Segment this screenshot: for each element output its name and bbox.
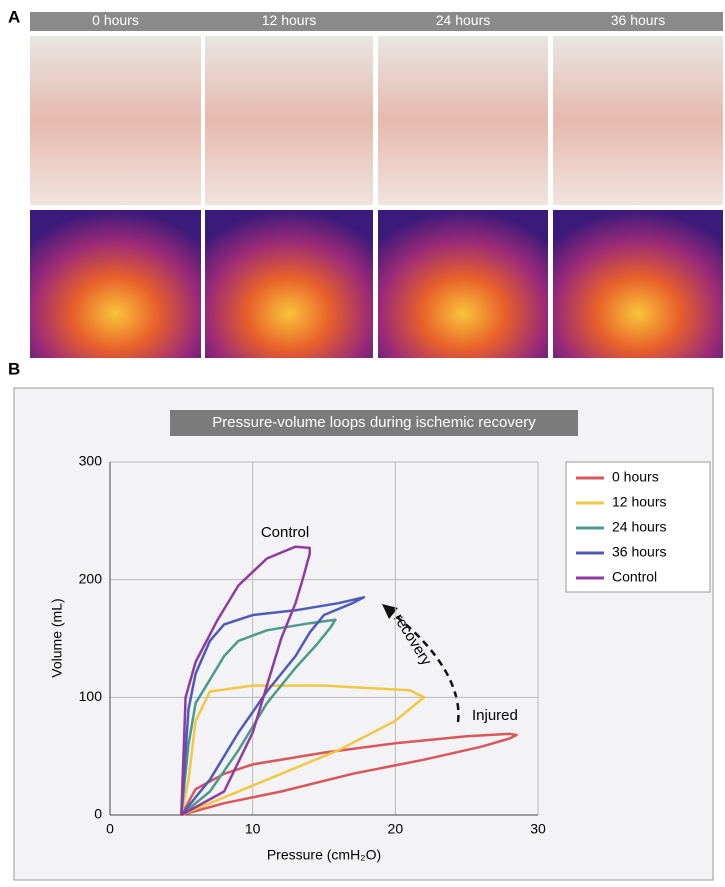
- pv-loop: [180, 618, 337, 816]
- thermal-photo: [378, 210, 548, 358]
- y-tick-label: 300: [79, 453, 103, 469]
- x-tick-label: 10: [245, 821, 261, 837]
- panel-label: A: [8, 7, 20, 26]
- legend-label: 12 hours: [612, 494, 666, 510]
- y-axis-label: Volume (mL): [49, 598, 65, 677]
- panel-a: 0 hours 12 hours 24 hours 36 hours: [30, 12, 723, 358]
- panel-label: B: [8, 359, 20, 378]
- pv-loop: [180, 545, 311, 817]
- lung-photo: [30, 36, 201, 205]
- pv-loop: [180, 732, 518, 817]
- pv-loop: [180, 684, 426, 817]
- lung-photo: [553, 36, 723, 205]
- y-tick-label: 100: [79, 688, 103, 704]
- annotation: Injured: [472, 707, 518, 724]
- arrow-head: [382, 604, 398, 619]
- column-label: 24 hours: [436, 12, 490, 28]
- header-bar: [30, 12, 723, 31]
- recovery-arrow: [391, 612, 460, 723]
- title-box: [170, 410, 578, 436]
- x-tick-label: 30: [530, 821, 546, 837]
- y-tick-label: 200: [79, 570, 103, 586]
- legend-label: Control: [612, 569, 657, 585]
- thermal-photo: [205, 210, 373, 358]
- lung-photo: [205, 36, 373, 205]
- annotation: Control: [261, 524, 309, 541]
- pv-loop: [180, 596, 366, 816]
- x-tick-label: 20: [388, 821, 404, 837]
- column-label: 36 hours: [611, 12, 665, 28]
- legend-label: 24 hours: [612, 519, 666, 535]
- column-label: 12 hours: [262, 12, 316, 28]
- x-tick-label: 0: [106, 821, 114, 837]
- thermal-photo: [553, 210, 723, 358]
- legend-label: 0 hours: [612, 469, 659, 485]
- column-label: 0 hours: [92, 12, 139, 28]
- thermal-photo: [30, 210, 201, 358]
- chart-title: Pressure-volume loops during ischemic re…: [212, 414, 536, 431]
- x-axis-label: Pressure (cmH₂O): [267, 847, 381, 863]
- y-tick-label: 0: [94, 806, 102, 822]
- legend-label: 36 hours: [612, 544, 666, 560]
- lung-photo: [378, 36, 548, 205]
